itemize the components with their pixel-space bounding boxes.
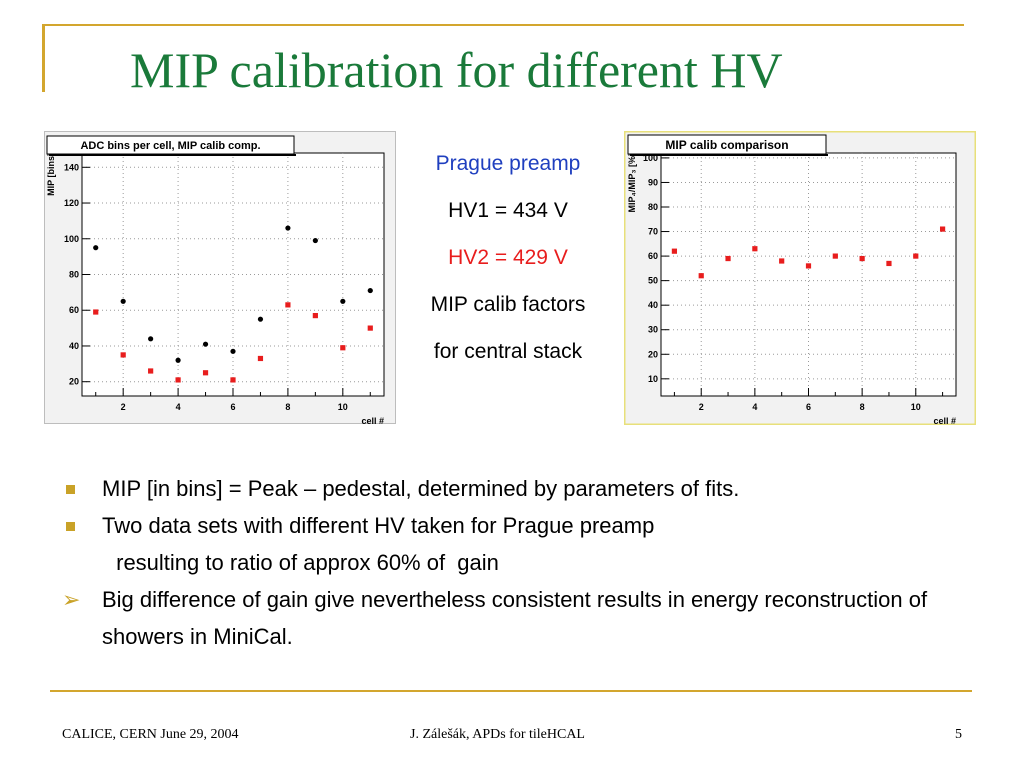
data-point (312, 237, 318, 244)
bullet-item: Two data sets with different HV taken fo… (60, 507, 980, 544)
data-point (285, 302, 291, 308)
data-point (913, 253, 919, 259)
chart-adc-bins: 2 4 6 8 10 20 40 60 80 100 120 140 cell # MIP [bins] A… (44, 131, 396, 424)
square-bullet-icon (66, 522, 75, 531)
y-tick-label: 70 (648, 227, 658, 237)
chart-title: MIP calib comparison (665, 138, 788, 152)
data-point (285, 225, 291, 231)
data-point (886, 260, 892, 267)
y-tick-label: 60 (648, 251, 658, 261)
data-point (312, 312, 318, 319)
chart-title-shadow (49, 154, 296, 156)
data-point (257, 355, 264, 362)
y-axis-label: MIP [bins] (46, 153, 56, 196)
bullet-item: ➢ Big difference of gain give neverthele… (60, 581, 980, 655)
data-point (120, 352, 126, 358)
y-tick-label: 30 (648, 325, 658, 335)
middle-text-block: Prague preamp HV1 = 434 V HV2 = 429 V MI… (400, 140, 616, 375)
data-point (175, 357, 181, 363)
data-point (725, 255, 731, 262)
data-point (805, 263, 812, 269)
chart-mip-comparison-svg: 2 4 6 8 10 10 20 30 40 50 60 70 80 90 100 cell # MIP₄/MI… (624, 131, 976, 425)
y-tick-label: 140 (64, 162, 79, 172)
bullet-text: Big difference of gain give nevertheless… (102, 587, 928, 649)
square-bullet-icon (66, 485, 75, 494)
hv1-label: HV1 = 434 V (448, 199, 568, 222)
y-tick-label: 20 (69, 377, 79, 387)
x-tick-label: 2 (699, 402, 704, 412)
data-point (752, 246, 758, 252)
data-point (859, 255, 865, 262)
data-point (93, 309, 99, 315)
x-tick-label: 2 (121, 402, 126, 412)
x-tick-label: 4 (176, 402, 181, 412)
mip-calib-label: MIP calib factors (430, 293, 586, 316)
x-tick-label: 8 (860, 402, 865, 412)
bullet-text: Two data sets with different HV taken fo… (102, 513, 655, 538)
data-point (120, 298, 126, 304)
data-point (340, 298, 346, 304)
bullet-item: MIP [in bins] = Peak – pedestal, determi… (60, 470, 980, 507)
data-point (202, 370, 209, 376)
y-tick-label: 50 (648, 276, 658, 286)
y-tick-label: 100 (64, 234, 79, 244)
data-point (832, 253, 838, 259)
y-tick-label: 60 (69, 305, 79, 315)
data-point (175, 377, 181, 383)
arrow-bullet-icon: ➢ (62, 587, 81, 612)
y-tick-label: 20 (648, 349, 658, 359)
y-axis-label: MIP₄/MIP₃ [%] (627, 153, 637, 212)
chart-title: ADC bins per cell, MIP calib comp. (80, 140, 260, 152)
data-point (230, 377, 236, 383)
data-point (671, 248, 678, 254)
data-point (939, 226, 946, 232)
x-tick-label: 10 (338, 402, 348, 412)
data-point (257, 316, 264, 322)
chart-adc-bins-svg: 2 4 6 8 10 20 40 60 80 100 120 140 cell # MIP [bins] A… (44, 131, 396, 424)
bullet-continuation: resulting to ratio of approx 60% of gain (110, 550, 499, 575)
x-tick-label: 8 (285, 402, 290, 412)
data-point (148, 368, 154, 374)
data-point (367, 325, 373, 331)
prague-preamp-label: Prague preamp (435, 152, 581, 175)
data-point (148, 336, 154, 342)
y-tick-label: 40 (69, 341, 79, 351)
y-tick-label: 120 (64, 198, 79, 208)
footer-center: J. Zálešák, APDs for tileHCAL (410, 727, 585, 742)
footer-left: CALICE, CERN June 29, 2004 (62, 727, 239, 742)
x-tick-label: 6 (806, 402, 811, 412)
x-axis-label: cell # (361, 416, 384, 424)
data-point (93, 245, 99, 251)
data-point (340, 345, 346, 351)
x-tick-label: 10 (911, 402, 921, 412)
y-tick-label: 90 (648, 177, 658, 187)
chart-mip-comparison: 2 4 6 8 10 10 20 30 40 50 60 70 80 90 100 cell # MIP₄/MI… (624, 131, 976, 425)
data-point (698, 273, 704, 279)
data-point (779, 258, 785, 264)
x-axis-label: cell # (933, 416, 956, 425)
chart-title-shadow (630, 154, 828, 156)
central-stack-label: for central stack (433, 340, 583, 363)
y-tick-label: 80 (69, 270, 79, 280)
y-tick-label: 80 (648, 202, 658, 212)
x-tick-label: 4 (752, 402, 757, 412)
hv2-label: HV2 = 429 V (448, 246, 568, 269)
y-tick-label: 10 (648, 374, 658, 384)
data-point (230, 348, 236, 354)
title-accent-horizontal (42, 24, 964, 26)
slide-title: MIP calibration for different HV (130, 42, 783, 98)
x-tick-label: 6 (230, 402, 235, 412)
data-point (202, 341, 209, 347)
y-tick-label: 100 (643, 153, 658, 163)
title-accent-vertical (42, 24, 45, 92)
data-point (367, 287, 373, 294)
bullet-text: MIP [in bins] = Peak – pedestal, determi… (102, 476, 740, 501)
page-number: 5 (955, 727, 962, 742)
footer-divider (50, 690, 972, 692)
y-tick-label: 40 (648, 300, 658, 310)
bullet-list: MIP [in bins] = Peak – pedestal, determi… (60, 470, 980, 655)
